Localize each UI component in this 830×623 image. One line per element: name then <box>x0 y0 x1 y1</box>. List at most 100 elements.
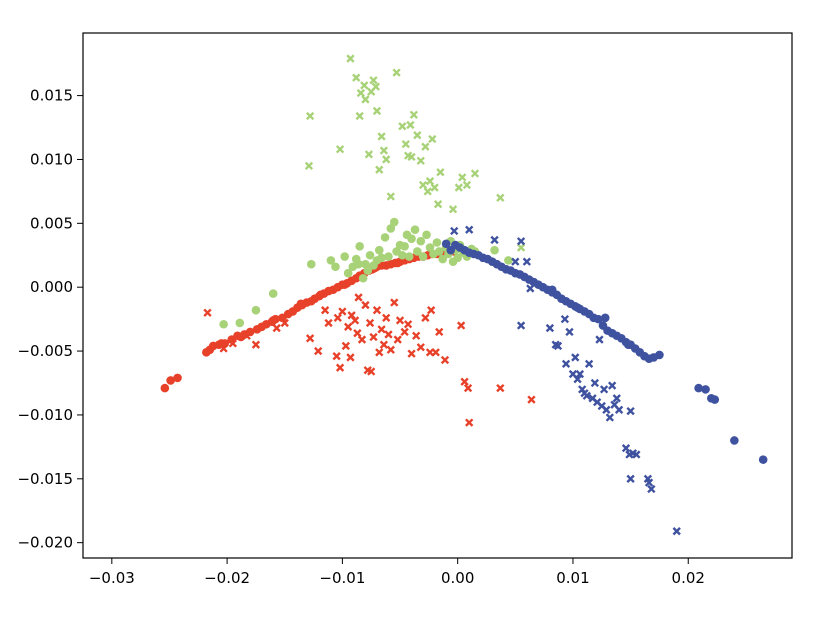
data-point <box>410 225 420 235</box>
data-point <box>363 266 373 275</box>
data-point <box>228 339 238 348</box>
data-point <box>527 395 536 404</box>
data-point <box>605 413 614 422</box>
data-point <box>364 150 374 159</box>
data-point <box>268 289 278 298</box>
data-point <box>272 323 281 333</box>
data-point <box>565 327 574 337</box>
data-point <box>632 450 641 459</box>
data-point <box>453 253 462 263</box>
data-point <box>416 343 425 352</box>
data-point <box>384 330 393 339</box>
data-point <box>454 183 463 192</box>
data-point <box>369 76 378 85</box>
y-tick-label: −0.020 <box>17 534 73 552</box>
data-point <box>384 252 393 261</box>
data-point <box>354 259 363 269</box>
data-point <box>462 180 472 190</box>
data-point <box>448 205 458 214</box>
data-point <box>460 377 469 386</box>
data-point <box>335 363 345 372</box>
data-point <box>644 478 654 487</box>
data-point <box>400 327 409 337</box>
data-point <box>404 252 414 261</box>
data-point <box>621 443 631 453</box>
data-point <box>338 307 347 316</box>
data-point <box>600 313 610 323</box>
data-point <box>346 353 355 362</box>
data-point <box>304 161 314 170</box>
data-point <box>496 193 505 202</box>
data-point <box>382 313 391 323</box>
data-point <box>430 183 439 192</box>
data-point <box>395 316 405 325</box>
data-point <box>575 369 585 379</box>
data-point <box>440 355 450 365</box>
data-point <box>441 239 451 249</box>
data-point <box>710 395 720 404</box>
x-tick-label: 0.00 <box>441 569 474 587</box>
data-point <box>173 373 182 383</box>
data-point <box>590 378 600 388</box>
data-point <box>296 299 306 309</box>
data-point <box>418 252 428 261</box>
data-point <box>251 305 261 315</box>
data-point <box>456 321 466 330</box>
data-point <box>560 314 570 324</box>
data-point <box>314 346 323 356</box>
data-point <box>561 359 571 368</box>
data-point <box>758 455 768 464</box>
data-point <box>438 254 447 264</box>
data-point <box>427 306 436 315</box>
data-point <box>379 146 389 155</box>
data-point <box>595 335 604 344</box>
data-point <box>434 247 444 256</box>
data-point <box>353 329 362 338</box>
data-point <box>730 436 739 445</box>
data-point <box>374 245 384 255</box>
data-point <box>626 406 635 416</box>
data-point <box>608 381 617 390</box>
data-point <box>516 321 526 330</box>
data-point <box>432 238 442 247</box>
data-point <box>354 293 363 302</box>
data-point <box>316 290 325 300</box>
x-axis: −0.03 −0.02 −0.01 0.00 0.01 0.02 <box>89 558 705 587</box>
data-point <box>217 339 226 348</box>
data-point <box>389 217 399 227</box>
data-point <box>522 257 531 266</box>
data-point <box>401 139 410 149</box>
data-point <box>413 247 422 256</box>
y-tick-label: 0.015 <box>30 87 73 105</box>
data-point <box>343 268 353 278</box>
data-point <box>236 332 246 342</box>
data-point <box>335 145 345 154</box>
data-point <box>516 243 526 252</box>
data-point <box>470 169 480 178</box>
data-point <box>584 359 594 368</box>
y-tick-label: 0.000 <box>30 278 73 296</box>
data-point <box>425 177 435 186</box>
points-layer <box>160 54 768 536</box>
data-point <box>655 350 664 360</box>
data-point <box>421 142 430 151</box>
data-point <box>465 225 474 234</box>
data-point <box>490 245 499 255</box>
data-point <box>425 243 435 252</box>
data-point <box>450 226 459 236</box>
data-point <box>465 418 474 427</box>
data-point <box>382 155 391 164</box>
data-point <box>356 88 365 98</box>
data-point <box>547 285 557 295</box>
y-tick-label: 0.010 <box>30 150 73 168</box>
data-point <box>340 280 350 289</box>
data-point <box>463 383 473 393</box>
data-point <box>516 237 526 246</box>
data-point <box>422 230 431 240</box>
data-point <box>553 341 563 351</box>
data-point <box>242 331 251 340</box>
data-point <box>425 348 435 357</box>
data-point <box>331 262 340 272</box>
data-point <box>268 316 278 325</box>
